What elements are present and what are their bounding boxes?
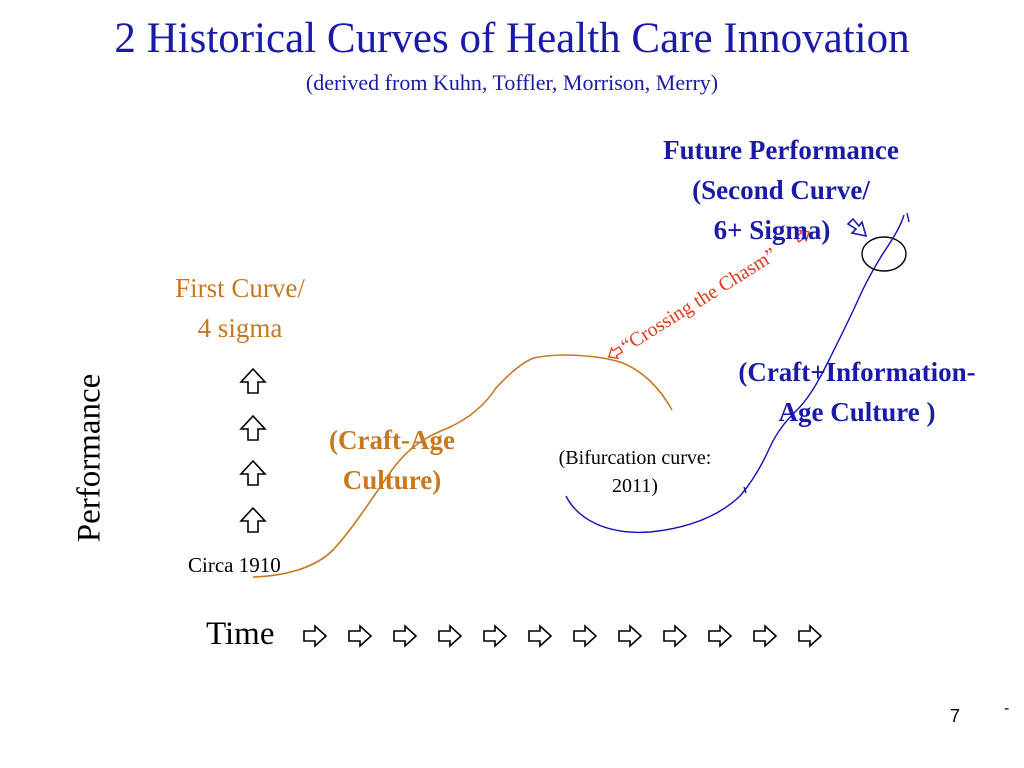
first-curve-line2: 4 sigma (197, 313, 283, 343)
curve-tick-mark (743, 486, 747, 494)
future-label-line1: Future Performance (663, 135, 899, 165)
right-arrow-icon (573, 624, 598, 648)
right-arrow-icon (528, 624, 553, 648)
crossing-left-arrow-icon (607, 346, 624, 360)
first-curve-line1: First Curve/ (175, 273, 305, 303)
right-arrow-icon (393, 624, 418, 648)
up-arrow-icon (239, 506, 267, 533)
right-arrow-icon (708, 624, 733, 648)
right-arrow-icon (798, 624, 823, 648)
second-curve-line (565, 214, 905, 534)
craft-info-line2: Age Culture ) (778, 397, 936, 427)
slide-title: 2 Historical Curves of Health Care Innov… (114, 15, 910, 62)
corner-mark: - (1004, 700, 1010, 717)
time-right-arrows (303, 624, 823, 648)
performance-up-arrows (239, 367, 267, 533)
craft-age-culture-label: (Craft-Age Culture) (300, 420, 484, 500)
first-curve-line (252, 354, 673, 578)
first-curve-label: First Curve/ 4 sigma (140, 268, 340, 348)
future-label-line3: 6+ Sigma) (713, 215, 831, 245)
crossing-chasm-label: “Crossing the Chasm” (617, 244, 780, 357)
slide-subtitle: (derived from Kuhn, Toffler, Morrison, M… (305, 70, 719, 95)
craft-info-line1: (Craft+Information- (738, 357, 976, 387)
future-label-line2: (Second Curve/ (692, 175, 870, 205)
right-arrow-icon (303, 624, 328, 648)
craft-age-line2: Culture) (342, 465, 442, 495)
right-arrow-icon (618, 624, 643, 648)
page-number: 7 (950, 706, 961, 726)
x-axis-label: Time (206, 616, 275, 652)
diagonal-arrow-icon (846, 217, 868, 238)
crossing-right-arrow-icon (794, 229, 810, 243)
future-performance-label: Future Performance (Second Curve/ 6+ Sig… (604, 130, 958, 250)
up-arrow-icon (239, 459, 267, 486)
right-arrow-icon (438, 624, 463, 648)
right-arrow-icon (753, 624, 778, 648)
up-arrow-icon (239, 414, 267, 441)
right-arrow-icon (483, 624, 508, 648)
future-point-circle (861, 236, 907, 272)
craft-information-age-label: (Craft+Information- Age Culture ) (700, 352, 1014, 432)
y-axis-label: Performance (71, 373, 108, 543)
bifurcation-label: (Bifurcation curve: 2011) (558, 447, 712, 497)
right-arrow-icon (348, 624, 373, 648)
craft-age-line1: (Craft-Age (329, 425, 455, 455)
curve-tick-mark (906, 212, 910, 223)
up-arrow-icon (239, 367, 267, 394)
circa-label: Circa 1910 (188, 553, 281, 577)
right-arrow-icon (663, 624, 688, 648)
